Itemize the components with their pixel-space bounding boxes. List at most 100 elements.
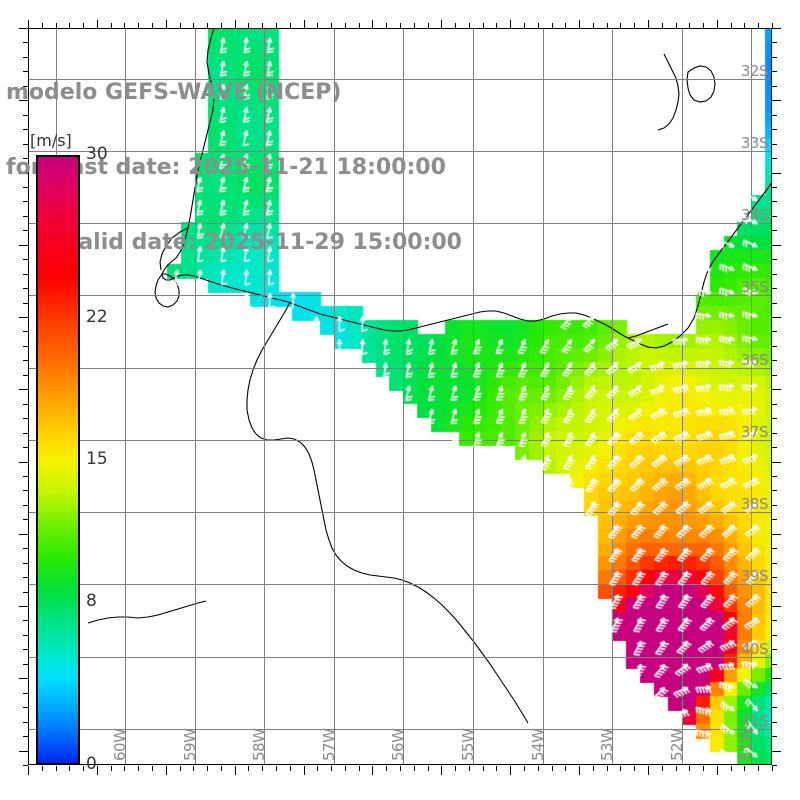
axis-tick [607, 23, 608, 28]
axis-tick [772, 592, 778, 593]
latitude-label: 40S [740, 639, 769, 658]
axis-tick [69, 766, 70, 772]
axis-tick [248, 766, 249, 772]
axis-tick [758, 766, 759, 772]
axis-tick [22, 736, 28, 737]
axis-tick [772, 57, 778, 58]
axis-tick [180, 766, 181, 772]
colorbar [36, 155, 80, 765]
axis-tick [317, 23, 318, 28]
axis-tick [772, 360, 778, 361]
axis-tick [22, 201, 28, 202]
longitude-label: 52W [667, 728, 686, 761]
axis-tick [262, 766, 263, 772]
axis-tick [772, 577, 778, 578]
axis-tick [441, 766, 442, 775]
axis-tick [180, 23, 181, 28]
axis-tick [193, 766, 194, 772]
axis-tick [22, 447, 28, 448]
axis-tick [19, 317, 28, 318]
colorbar-tick: 30 [86, 144, 108, 164]
axis-tick [676, 23, 677, 28]
latitude-label: 36S [740, 350, 769, 369]
latitude-label: 32S [740, 61, 769, 80]
axis-tick [772, 42, 778, 43]
latitude-label: 33S [740, 133, 769, 152]
axis-tick [772, 187, 778, 188]
axis-tick [331, 766, 332, 772]
axis-tick [22, 519, 28, 520]
axis-tick [235, 20, 236, 28]
axis-tick [22, 563, 28, 564]
axis-tick [19, 606, 28, 607]
latitude-label: 34S [740, 206, 769, 225]
axis-tick [22, 259, 28, 260]
axis-tick [772, 245, 781, 246]
axis-tick [22, 86, 28, 87]
axis-tick [593, 766, 594, 772]
axis-tick [111, 23, 112, 28]
axis-tick [19, 751, 28, 752]
axis-tick [772, 649, 778, 650]
axis-tick [772, 693, 778, 694]
axis-tick [22, 216, 28, 217]
axis-tick [772, 346, 778, 347]
axis-tick [510, 20, 511, 28]
axis-tick [331, 23, 332, 28]
latitude-label: 41S [740, 711, 769, 730]
axis-tick [496, 766, 497, 772]
axis-tick [772, 274, 778, 275]
axis-tick [579, 20, 580, 28]
axis-tick [138, 766, 139, 772]
axis-tick [22, 664, 28, 665]
axis-tick [262, 23, 263, 28]
axis-tick [524, 23, 525, 28]
axis-tick [28, 20, 29, 28]
axis-tick [524, 766, 525, 772]
axis-tick [772, 317, 781, 318]
axis-tick [207, 766, 208, 772]
axis-tick [207, 23, 208, 28]
axis-tick [483, 23, 484, 28]
axis-tick [152, 23, 153, 28]
longitude-label: 51W [737, 728, 756, 761]
axis-tick [593, 23, 594, 28]
axis-tick [400, 766, 401, 772]
axis-tick [221, 766, 222, 772]
colorbar-gradient [36, 155, 80, 765]
axis-tick [22, 230, 28, 231]
axis-tick [359, 23, 360, 28]
axis-tick [662, 23, 663, 28]
axis-tick [22, 707, 28, 708]
colorbar-tick: 0 [86, 754, 97, 774]
axis-tick [758, 23, 759, 28]
axis-tick [248, 23, 249, 28]
axis-tick [565, 766, 566, 772]
axis-tick [772, 606, 781, 607]
axis-tick [538, 766, 539, 772]
axis-tick [772, 216, 778, 217]
axis-tick [634, 766, 635, 772]
axis-tick [772, 563, 778, 564]
axis-tick [56, 23, 57, 28]
axis-tick [22, 765, 28, 766]
colorbar-unit-label: [m/s] [30, 131, 72, 150]
axis-tick [772, 86, 778, 87]
axis-tick [772, 519, 778, 520]
axis-tick [22, 158, 28, 159]
longitude-label: 56W [389, 728, 408, 761]
axis-tick [455, 23, 456, 28]
axis-tick [97, 20, 98, 28]
axis-tick [19, 678, 28, 679]
axis-tick [772, 201, 778, 202]
axis-tick [772, 433, 778, 434]
axis-tick [772, 100, 781, 101]
axis-tick [372, 20, 373, 28]
axis-tick [19, 462, 28, 463]
axis-tick [317, 766, 318, 772]
axis-tick [19, 245, 28, 246]
axis-tick [703, 766, 704, 772]
axis-tick [235, 766, 236, 775]
axis-tick [221, 23, 222, 28]
longitude-label: 58W [250, 728, 269, 761]
